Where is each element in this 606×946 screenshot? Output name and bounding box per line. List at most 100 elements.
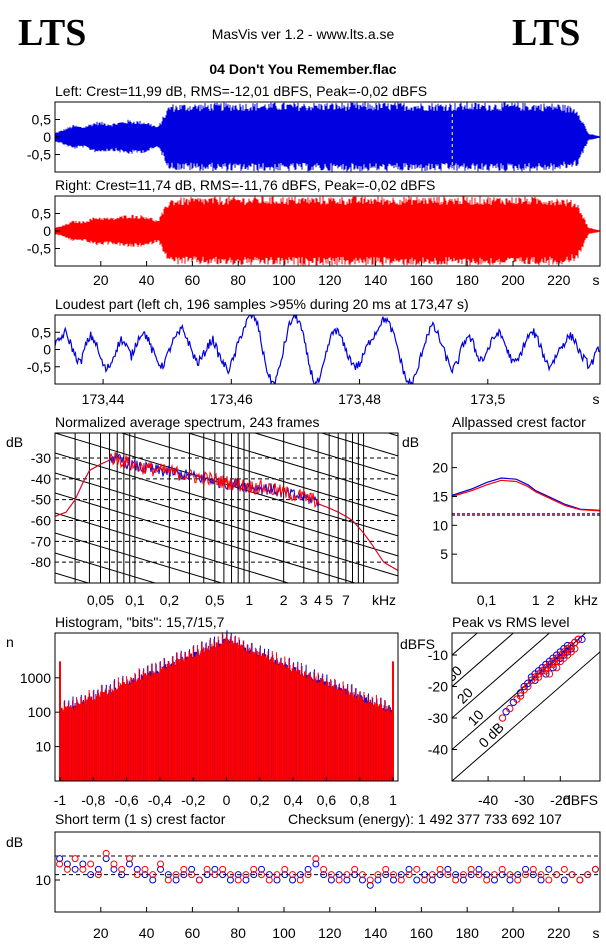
spectrum-xtick-label: 1 (245, 592, 253, 608)
short-term-frame (54, 831, 601, 913)
spectrum-right-trace (55, 451, 398, 571)
short-term-point (195, 876, 203, 884)
histogram-xtick-label: 0,4 (283, 792, 303, 808)
short-term-point (71, 855, 79, 863)
histogram-xtick-label: -0,6 (115, 792, 139, 808)
short-term-point (490, 871, 498, 879)
peak-rms-point (563, 648, 572, 656)
short-term-xtick-label: 220 (547, 925, 571, 941)
short-term-point (436, 865, 444, 873)
right-waveform-xunit: s (593, 272, 600, 288)
spectrum-xtick-label: 0,05 (87, 592, 114, 608)
short-term-point (397, 876, 405, 884)
spectrum-ytick-label: -60 (31, 513, 51, 529)
spectrum-xtick-label: 7 (342, 592, 350, 608)
short-term-point (63, 865, 71, 873)
histogram-xtick-label: 0,6 (317, 792, 337, 808)
peak-rms-point (552, 663, 561, 672)
short-term-point (529, 865, 537, 873)
histogram-xtick-label: -0,2 (181, 792, 205, 808)
right-waveform-xtick-label: 200 (501, 272, 525, 288)
spectrum-slope-line (55, 273, 398, 376)
short-term-point (87, 871, 95, 879)
peak-rms-crest-line (452, 651, 600, 781)
left-waveform-ytick-label: -0,5 (27, 147, 51, 163)
short-term-point (405, 871, 413, 879)
loudest-part-title: Loudest part (left ch, 196 samples >95% … (55, 296, 469, 312)
short-term-point (343, 871, 351, 879)
short-term-point (390, 871, 398, 879)
left-waveform-title: Left: Crest=11,99 dB, RMS=-12,01 dBFS, P… (55, 83, 427, 99)
histogram-xtick-label: -0,4 (148, 792, 172, 808)
short-term-point (320, 865, 328, 873)
short-term-ytick-label: 10 (35, 872, 51, 888)
short-term-point (79, 860, 87, 868)
spectrum-xtick-label: 2 (280, 592, 288, 608)
logo-left: LTS (18, 12, 86, 54)
short-term-point (242, 876, 250, 884)
short-term-point (226, 871, 234, 879)
histogram-ytick-label: 1000 (20, 670, 51, 686)
short-term-point (281, 865, 289, 873)
short-term-point (188, 865, 196, 873)
peak-rms-ylabel: dBFS (400, 636, 435, 652)
short-term-point (110, 865, 118, 873)
short-term-point (335, 871, 343, 879)
short-term-point (172, 871, 180, 879)
short-term-point (506, 871, 514, 879)
right-waveform-xtick-label: 60 (185, 272, 201, 288)
peak-rms-point (556, 654, 564, 662)
short-term-point (312, 860, 320, 868)
short-term-point (188, 871, 196, 879)
short-term-point (498, 865, 506, 873)
right-waveform-group: 0,50 -0,5 20 40 60 80 100 120 140 160 180 200 220 s (27, 196, 600, 288)
allpassed-ytick-label: 15 (432, 488, 448, 504)
spectrum-xunit: kHz (372, 592, 396, 608)
short-term-point (125, 855, 133, 863)
short-term-point (553, 871, 561, 879)
short-term-point (118, 865, 126, 873)
short-term-point (273, 871, 281, 879)
short-term-point (436, 871, 444, 879)
logo-right: LTS (512, 12, 580, 54)
allpassed-xunit: kHz (574, 592, 598, 608)
peak-rms-title: Peak vs RMS level (452, 614, 569, 630)
short-term-point (537, 876, 545, 884)
histogram-group: 1000 100 10 -1 -0,8 -0,6 -0,4 -0,2 0 0,2 0,4 0,6 0,8… (20, 630, 397, 808)
peak-rms-point (516, 692, 525, 700)
short-term-point (444, 871, 452, 879)
short-term-xtick-label: 20 (93, 925, 109, 941)
short-term-point (358, 871, 366, 879)
allpassed-ylabel: dB (402, 434, 419, 450)
peak-rms-point (574, 635, 583, 643)
histogram-ytick-label: 10 (35, 739, 51, 755)
checksum-text: Checksum (energy): 1 492 377 733 692 107 (288, 811, 562, 827)
short-term-point (483, 871, 491, 879)
allpassed-xtick-label: 2 (547, 592, 555, 608)
right-waveform-xtick-label: 140 (364, 272, 388, 288)
short-term-point (211, 865, 219, 873)
right-waveform-title: Right: Crest=11,74 dB, RMS=-11,76 dBFS, … (55, 177, 435, 193)
short-term-xtick-label: 140 (364, 925, 388, 941)
short-term-point (475, 865, 483, 873)
spectrum-slope-line (186, 433, 398, 497)
allpassed-group: 20 15 10 5 0,1 1 2 kHz (432, 460, 601, 608)
loudest-ytick-label: 0 (43, 342, 51, 358)
short-term-point (529, 871, 537, 879)
short-term-point (102, 855, 110, 863)
peak-rms-point (506, 704, 514, 713)
short-term-xtick-label: 120 (318, 925, 342, 941)
allpassed-ytick-label: 20 (432, 460, 448, 476)
short-term-point (304, 865, 312, 873)
short-term-point (459, 871, 467, 879)
short-term-point (522, 871, 530, 879)
right-waveform-xtick-label: 100 (272, 272, 296, 288)
short-term-point (467, 871, 475, 879)
short-term-xtick-label: 100 (272, 925, 296, 941)
histogram-frame (54, 632, 399, 782)
short-term-point (421, 871, 429, 879)
peak-rms-point (578, 635, 586, 643)
short-term-point (273, 876, 281, 884)
spectrum-grid (55, 273, 398, 583)
